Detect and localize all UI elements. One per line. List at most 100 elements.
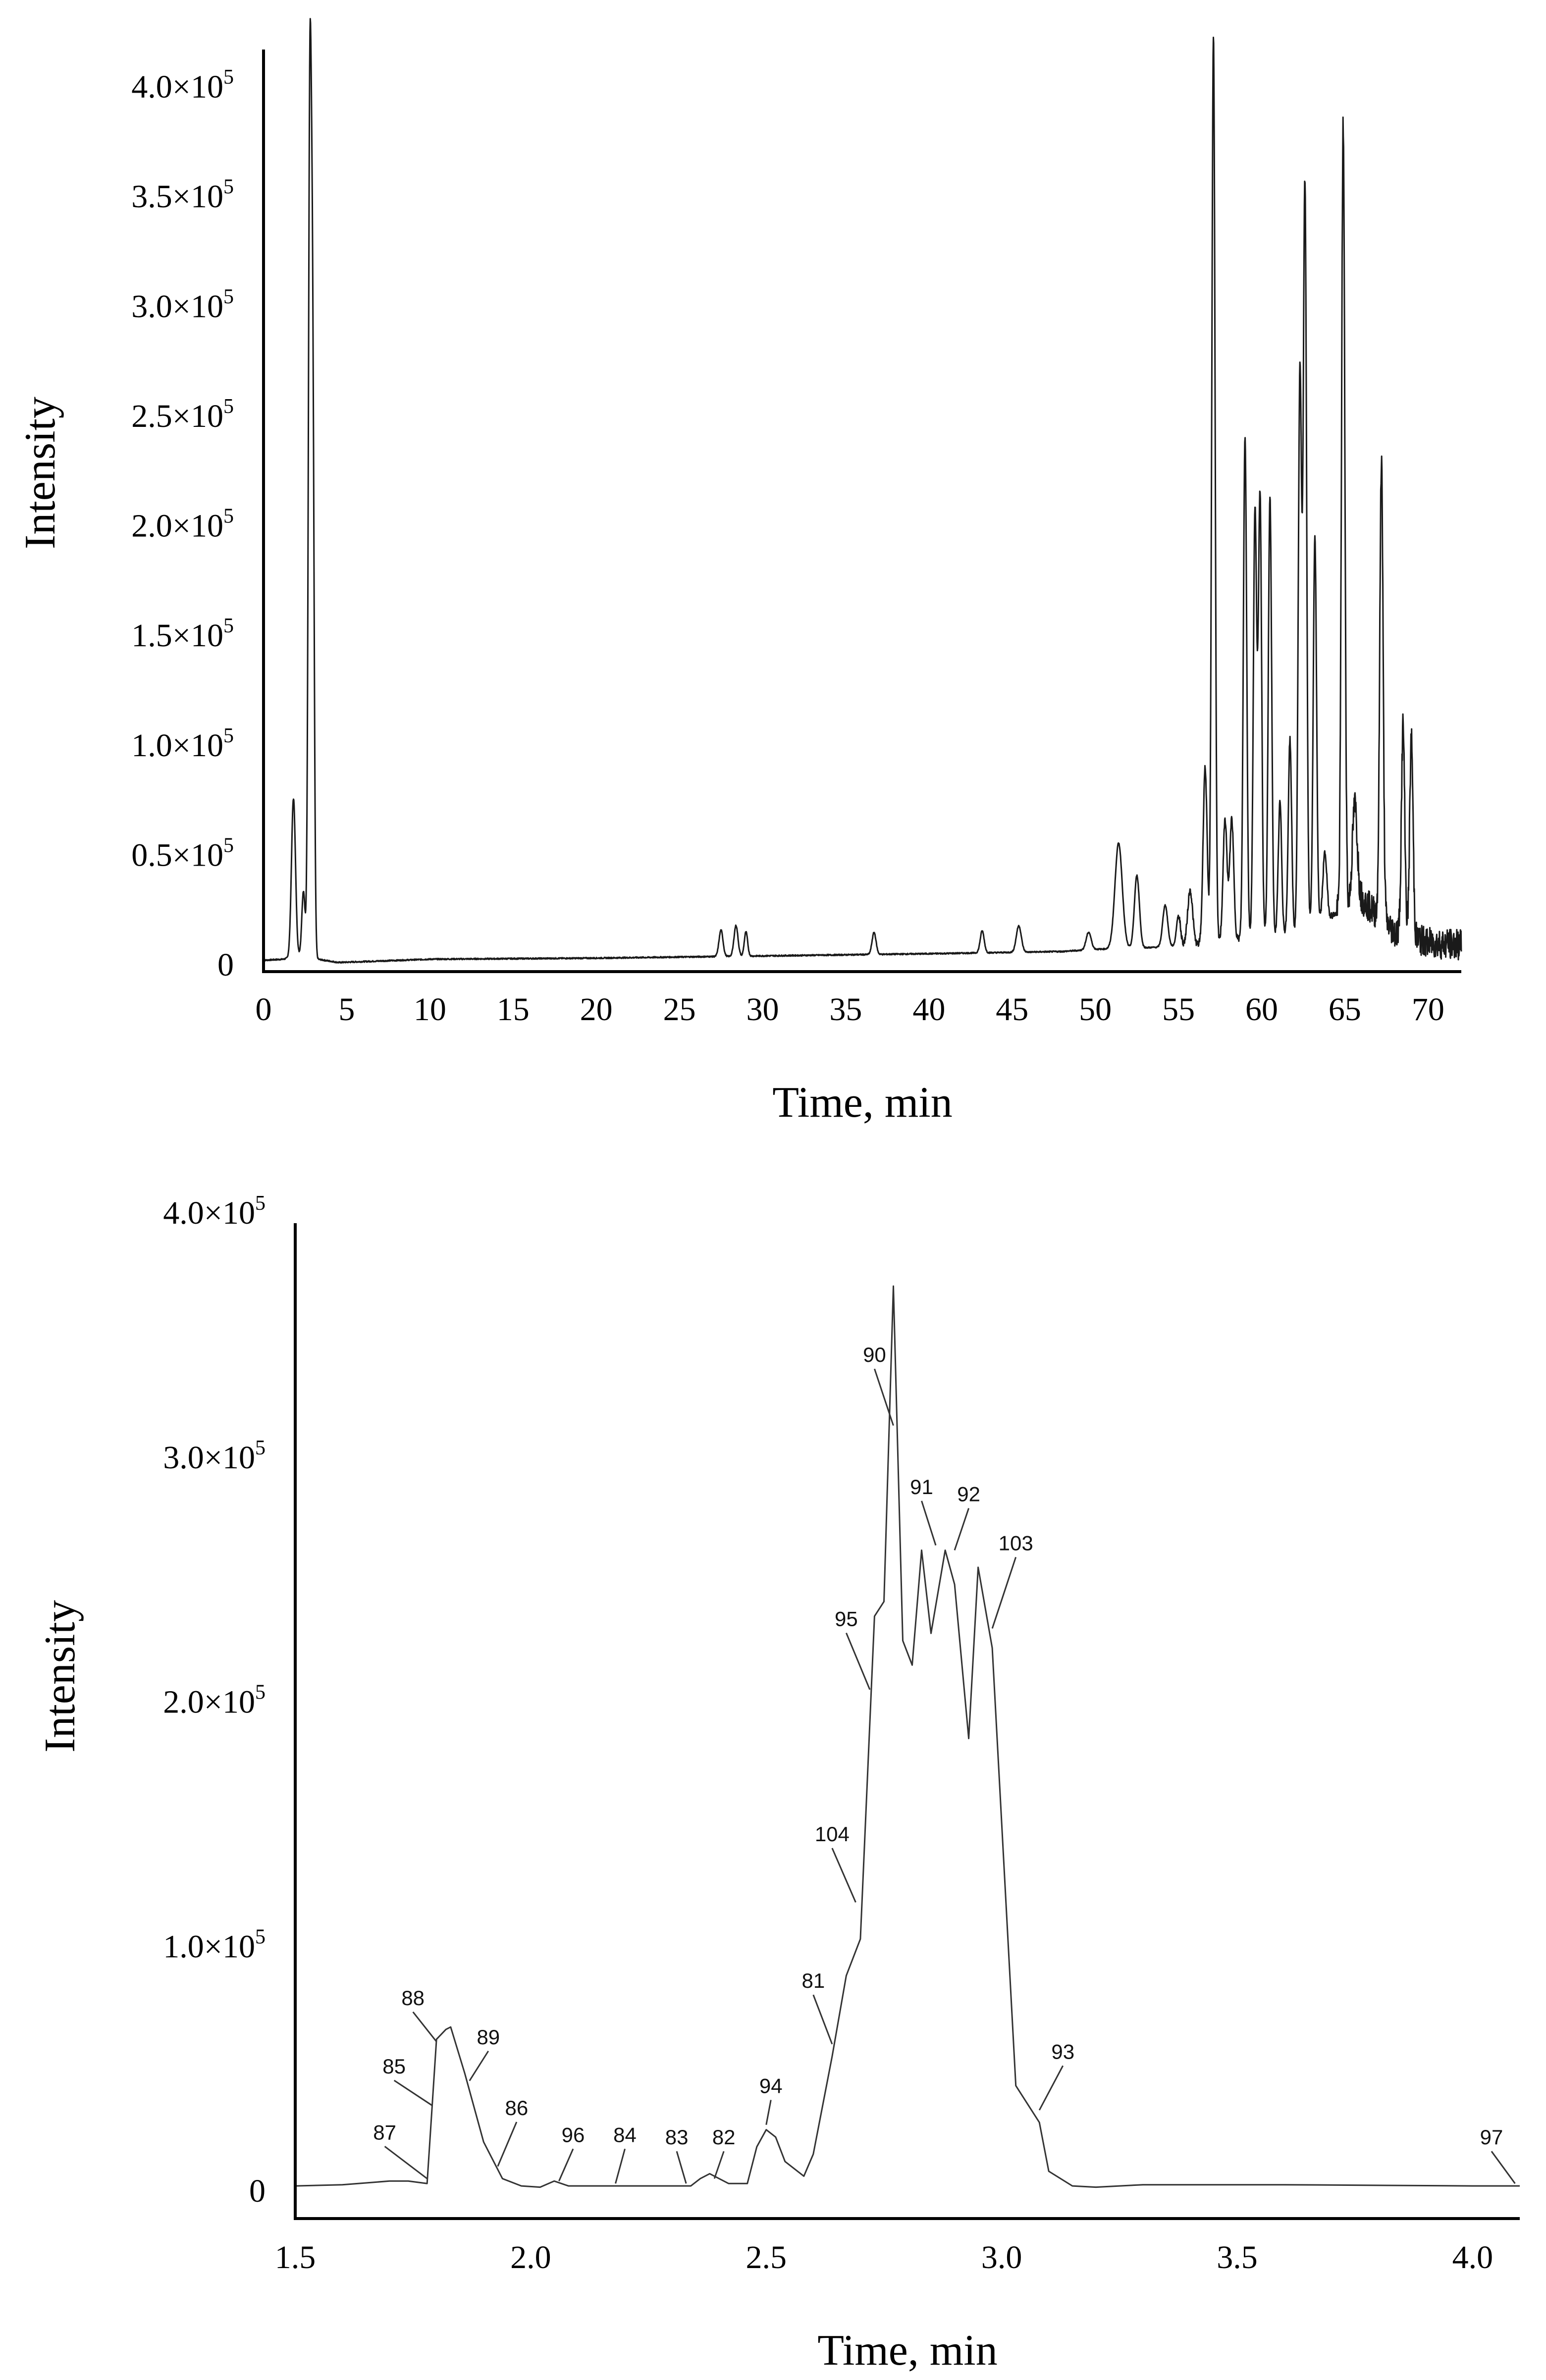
peak-label: 103 <box>999 1531 1033 1554</box>
top-y-tick-label: 2.5×105 <box>131 395 234 434</box>
top-y-tick-label-exponent: 5 <box>223 285 234 308</box>
top-x-tick-label: 45 <box>996 991 1028 1028</box>
bottom-x-tick-label: 3.5 <box>1217 2239 1258 2276</box>
peak-label: 85 <box>382 2055 406 2078</box>
peak-label: 88 <box>401 1986 425 2010</box>
top-x-tick-label: 30 <box>746 991 779 1028</box>
top-x-tick-label: 50 <box>1079 991 1112 1028</box>
peak-label-leader <box>831 1848 856 1903</box>
peak-label-leader <box>954 1508 970 1551</box>
top-y-tick-label-exponent: 5 <box>223 615 234 637</box>
peak-label-leader <box>393 2079 432 2106</box>
top-y-tick-label: 0 <box>217 947 234 983</box>
bottom-y-tick-label: 3.0×105 <box>163 1437 266 1476</box>
top-y-tick-label-exponent: 5 <box>223 176 234 199</box>
peak-label: 91 <box>910 1475 933 1499</box>
peak-label: 83 <box>665 2125 689 2149</box>
top-x-tick-label: 60 <box>1245 991 1278 1028</box>
bottom-y-tick-label-exponent: 5 <box>255 1681 266 1704</box>
top-x-tick-label: 70 <box>1412 991 1444 1028</box>
top-x-tick-label: 20 <box>580 991 613 1028</box>
bottom-y-axis-title: Intensity <box>36 1600 84 1753</box>
peak-label-leader <box>497 2121 518 2167</box>
top-y-tick-label: 1.0×105 <box>131 724 234 764</box>
bottom-y-tick-label: 4.0×105 <box>163 1192 266 1231</box>
peak-label-leader <box>558 2148 574 2181</box>
top-y-tick-label: 3.0×105 <box>131 285 234 324</box>
peak-label: 87 <box>373 2121 396 2144</box>
top-x-tick-label: 5 <box>338 991 355 1028</box>
peak-label-leader <box>1491 2151 1516 2184</box>
bottom-y-tick-label-exponent: 5 <box>255 1925 266 1948</box>
bottom-x-tick-label: 2.0 <box>510 2239 551 2276</box>
peak-label-leader <box>384 2146 428 2179</box>
top-y-tick-label-exponent: 5 <box>223 395 234 418</box>
bottom-y-tick-label: 2.0×105 <box>163 1681 266 1720</box>
peak-label-leader <box>676 2151 687 2184</box>
top-y-axis-title: Intensity <box>16 397 64 549</box>
peak-label-leader <box>713 2151 725 2179</box>
top-chromatogram-trace <box>263 18 1462 964</box>
peak-label: 92 <box>957 1483 980 1506</box>
top-y-tick-label-exponent: 5 <box>223 505 234 528</box>
top-x-tick-label: 0 <box>256 991 272 1028</box>
top-y-tick-label: 2.0×105 <box>131 505 234 544</box>
peak-label-leader <box>765 2100 772 2125</box>
peak-label-leader <box>812 1994 833 2045</box>
top-y-tick-label: 4.0×105 <box>131 66 234 105</box>
bottom-x-tick-label: 2.5 <box>746 2239 787 2276</box>
peak-label-leader <box>991 1556 1017 1629</box>
top-x-tick-labels: 0 5 10 15 20 25 30 35 40 45 50 55 60 65 70 <box>256 991 1444 1028</box>
bottom-y-tick-label: 1.0×105 <box>163 1925 266 1965</box>
bottom-axes <box>294 1223 1520 2220</box>
peak-label: 81 <box>801 1969 825 1992</box>
peak-label: 84 <box>613 2123 637 2146</box>
top-x-tick-label: 25 <box>663 991 696 1028</box>
bottom-x-tick-labels: 1.5 2.0 2.5 3.0 3.5 4.0 <box>275 2239 1493 2276</box>
peak-label: 104 <box>815 1822 850 1846</box>
peak-label: 82 <box>712 2125 736 2149</box>
peak-label-leader <box>874 1368 894 1426</box>
top-x-tick-label: 15 <box>497 991 530 1028</box>
bottom-x-tick-label: 3.0 <box>981 2239 1022 2276</box>
peak-label: 94 <box>759 2074 783 2098</box>
peak-label: 93 <box>1051 2040 1074 2063</box>
top-y-tick-label-exponent: 5 <box>223 724 234 747</box>
peak-label: 89 <box>477 2025 500 2049</box>
bottom-x-axis-title: Time, min <box>817 2327 998 2375</box>
peak-label: 86 <box>505 2096 529 2120</box>
peak-label-leader <box>921 1500 937 1546</box>
bottom-y-tick-label-exponent: 5 <box>255 1437 266 1459</box>
full-chromatogram-panel: 0 0.5×105 1.0×105 1.5×105 2.0×105 2.5×105 3.0×… <box>16 18 1462 1127</box>
peak-label-leader <box>615 2148 626 2184</box>
peak-label-leader <box>846 1632 871 1690</box>
bottom-y-tick-label: 0 <box>249 2173 266 2209</box>
bottom-chromatogram-trace <box>295 1285 1520 2188</box>
peak-label: 90 <box>863 1343 886 1366</box>
top-y-tick-label: 3.5×105 <box>131 176 234 215</box>
bottom-x-tick-label: 4.0 <box>1452 2239 1493 2276</box>
bottom-y-tick-labels: 0 1.0×105 2.0×105 3.0×105 4.0×105 <box>163 1192 266 2209</box>
top-x-tick-label: 55 <box>1162 991 1195 1028</box>
top-y-tick-label: 1.5×105 <box>131 615 234 654</box>
peak-label: 95 <box>835 1607 858 1630</box>
bottom-y-tick-label-exponent: 5 <box>255 1192 266 1215</box>
top-x-tick-label: 35 <box>829 991 862 1028</box>
top-y-tick-labels: 0 0.5×105 1.0×105 1.5×105 2.0×105 2.5×105 3.0×… <box>131 66 234 983</box>
peak-label-leader <box>412 2011 437 2042</box>
zoomed-chromatogram-panel: 0 1.0×105 2.0×105 3.0×105 4.0×105 1.5 2.0 2.5 3… <box>36 1192 1520 2375</box>
top-x-tick-label: 65 <box>1329 991 1361 1028</box>
top-x-tick-label: 10 <box>414 991 446 1028</box>
top-axes <box>262 50 1461 973</box>
bottom-x-tick-label: 1.5 <box>275 2239 316 2276</box>
peak-label: 97 <box>1480 2125 1503 2149</box>
top-x-tick-label: 40 <box>912 991 945 1028</box>
top-x-axis-title: Time, min <box>772 1079 953 1127</box>
top-y-tick-label: 0.5×105 <box>131 834 234 873</box>
peak-label-leader <box>1038 2065 1064 2111</box>
peak-labels: 87 85 88 89 86 96 84 83 82 94 81 104 95 90 91 92 103 93 97 <box>373 1343 1516 2184</box>
top-y-tick-label-exponent: 5 <box>223 66 234 89</box>
top-y-tick-label-exponent: 5 <box>223 834 234 857</box>
peak-label-leader <box>469 2050 489 2081</box>
